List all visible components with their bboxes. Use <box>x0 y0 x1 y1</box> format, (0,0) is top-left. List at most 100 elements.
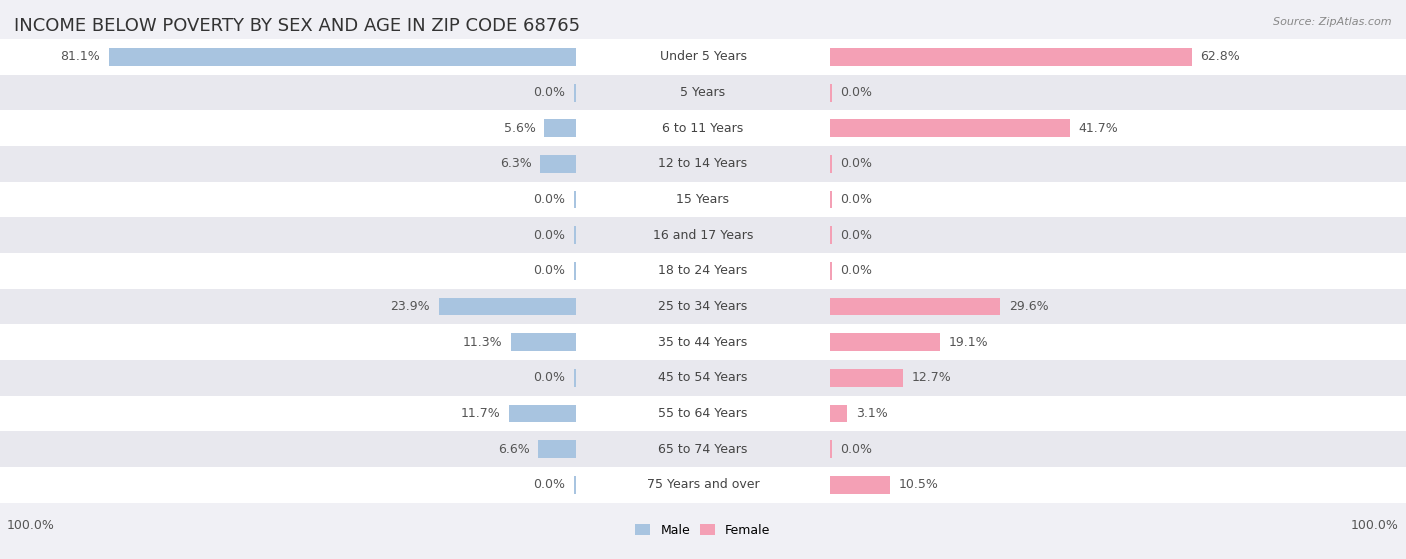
Bar <box>0 467 576 503</box>
Legend: Male, Female: Male, Female <box>630 519 776 542</box>
Bar <box>830 297 1000 315</box>
Bar <box>830 440 832 458</box>
Bar <box>439 297 576 315</box>
Bar <box>108 48 576 66</box>
Text: 19.1%: 19.1% <box>948 336 988 349</box>
Text: 81.1%: 81.1% <box>60 50 100 64</box>
Text: 3.1%: 3.1% <box>856 407 887 420</box>
Bar <box>0 253 576 288</box>
Text: 0.0%: 0.0% <box>841 229 873 241</box>
Text: 45 to 54 Years: 45 to 54 Years <box>658 371 748 385</box>
Bar <box>576 432 830 467</box>
Bar <box>576 324 830 360</box>
Bar <box>544 120 576 137</box>
Bar <box>576 111 830 146</box>
Bar <box>830 146 1406 182</box>
Bar <box>830 84 832 102</box>
Text: 0.0%: 0.0% <box>841 443 873 456</box>
Bar <box>574 226 576 244</box>
Text: 16 and 17 Years: 16 and 17 Years <box>652 229 754 241</box>
Bar <box>574 369 576 387</box>
Bar <box>830 333 939 351</box>
Bar <box>830 226 832 244</box>
Text: 11.3%: 11.3% <box>463 336 503 349</box>
Text: 0.0%: 0.0% <box>841 193 873 206</box>
Bar <box>574 84 576 102</box>
Bar <box>0 111 576 146</box>
Bar <box>830 39 1406 75</box>
Text: 15 Years: 15 Years <box>676 193 730 206</box>
Bar <box>830 467 1406 503</box>
Bar <box>830 360 1406 396</box>
Text: 5 Years: 5 Years <box>681 86 725 99</box>
Bar <box>574 476 576 494</box>
Text: 41.7%: 41.7% <box>1078 122 1118 135</box>
Bar <box>830 288 1406 324</box>
Bar <box>576 467 830 503</box>
Text: 6.6%: 6.6% <box>498 443 530 456</box>
Bar <box>0 360 576 396</box>
Text: 23.9%: 23.9% <box>391 300 430 313</box>
Bar <box>540 155 576 173</box>
Text: 12.7%: 12.7% <box>911 371 950 385</box>
Text: 0.0%: 0.0% <box>841 158 873 170</box>
Bar <box>0 288 576 324</box>
Bar <box>830 48 1191 66</box>
Bar <box>830 253 1406 288</box>
Bar <box>576 288 830 324</box>
Bar <box>0 39 576 75</box>
Text: 0.0%: 0.0% <box>841 86 873 99</box>
Bar <box>0 396 576 432</box>
Bar <box>576 253 830 288</box>
Text: 0.0%: 0.0% <box>533 264 565 277</box>
Text: 75 Years and over: 75 Years and over <box>647 479 759 491</box>
Bar <box>830 111 1406 146</box>
Text: 10.5%: 10.5% <box>898 479 939 491</box>
Bar <box>576 217 830 253</box>
Bar <box>576 146 830 182</box>
Bar <box>830 191 832 209</box>
Bar <box>576 360 830 396</box>
Text: 5.6%: 5.6% <box>503 122 536 135</box>
Bar <box>830 369 903 387</box>
Text: 0.0%: 0.0% <box>533 371 565 385</box>
Bar <box>830 75 1406 111</box>
Text: 62.8%: 62.8% <box>1201 50 1240 64</box>
Bar <box>830 182 1406 217</box>
Text: 25 to 34 Years: 25 to 34 Years <box>658 300 748 313</box>
Bar <box>538 440 576 458</box>
Bar <box>830 432 1406 467</box>
Text: Under 5 Years: Under 5 Years <box>659 50 747 64</box>
Bar <box>576 39 830 75</box>
Bar <box>0 217 576 253</box>
Text: 6 to 11 Years: 6 to 11 Years <box>662 122 744 135</box>
Bar <box>0 182 576 217</box>
Bar <box>830 262 832 280</box>
Bar <box>830 324 1406 360</box>
Bar <box>830 120 1070 137</box>
Text: 100.0%: 100.0% <box>7 519 55 532</box>
Bar <box>0 432 576 467</box>
Text: 35 to 44 Years: 35 to 44 Years <box>658 336 748 349</box>
Text: 11.7%: 11.7% <box>461 407 501 420</box>
Text: 0.0%: 0.0% <box>533 86 565 99</box>
Bar <box>0 75 576 111</box>
Text: 55 to 64 Years: 55 to 64 Years <box>658 407 748 420</box>
Bar <box>830 155 832 173</box>
Bar <box>574 262 576 280</box>
Bar <box>509 405 576 423</box>
Text: 18 to 24 Years: 18 to 24 Years <box>658 264 748 277</box>
Bar <box>0 324 576 360</box>
Bar <box>0 146 576 182</box>
Text: 0.0%: 0.0% <box>533 479 565 491</box>
Text: 0.0%: 0.0% <box>533 193 565 206</box>
Bar <box>830 217 1406 253</box>
Bar <box>830 405 848 423</box>
Text: INCOME BELOW POVERTY BY SEX AND AGE IN ZIP CODE 68765: INCOME BELOW POVERTY BY SEX AND AGE IN Z… <box>14 17 581 35</box>
Bar <box>830 476 890 494</box>
Bar <box>830 396 1406 432</box>
Text: 0.0%: 0.0% <box>533 229 565 241</box>
Bar <box>576 75 830 111</box>
Text: 100.0%: 100.0% <box>1351 519 1399 532</box>
Bar <box>576 396 830 432</box>
